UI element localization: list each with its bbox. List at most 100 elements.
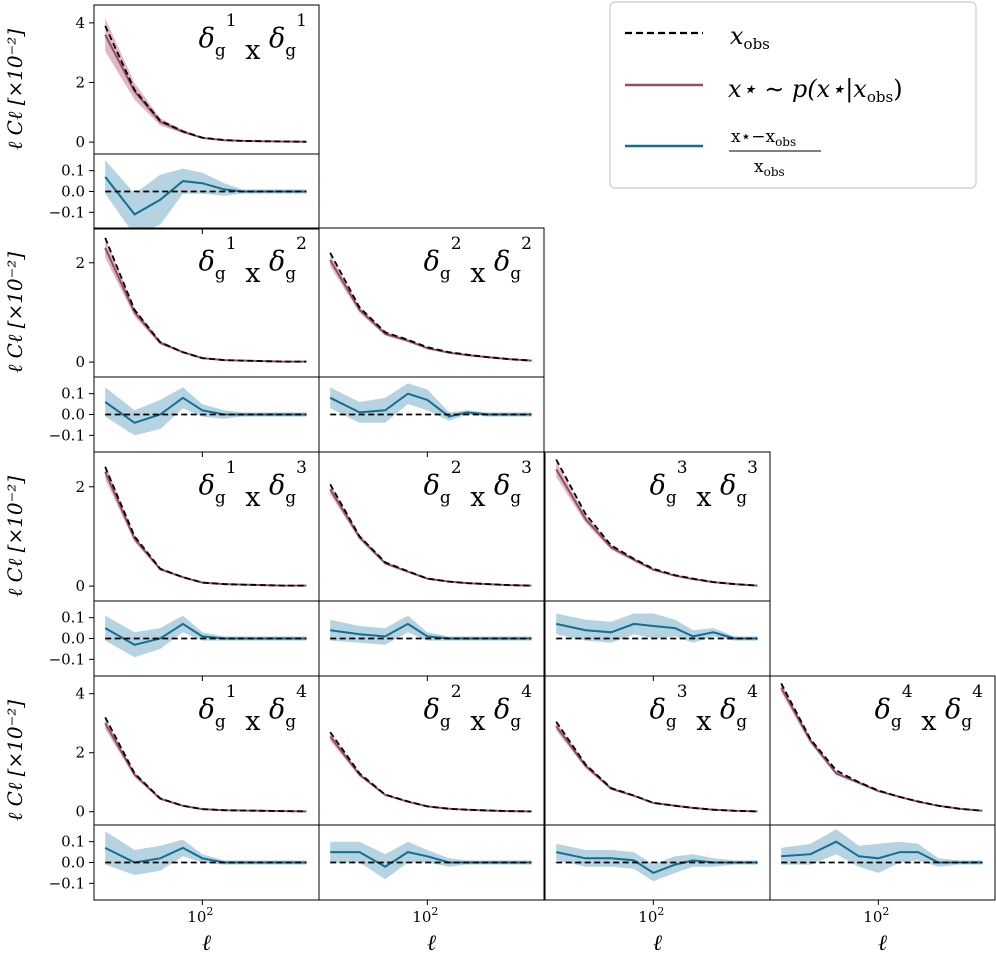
- ratio-frame: [769, 824, 996, 901]
- panel-3-4-spectrum-plot: [555, 721, 758, 813]
- panel-3-3-ratio-plot: [555, 613, 758, 643]
- obs-line: [329, 252, 532, 362]
- ratio-line: [330, 622, 532, 640]
- ratio-band: [330, 841, 532, 880]
- ratio-line: [104, 176, 307, 216]
- panel-2-2: δg2 x δg2: [318, 227, 545, 457]
- panel-1-2: δg1 x δg2 0 2 0.1 0.0 −0.1 ℓ Cℓ [×10⁻²]: [3, 227, 320, 457]
- ratio-band: [556, 613, 758, 643]
- panel-2-3-spectrum-plot: [329, 483, 532, 587]
- obs-line: [104, 466, 307, 587]
- y-tick-label: 2: [75, 73, 85, 91]
- obs-line: [780, 682, 983, 812]
- x-axis-label: ℓ: [878, 931, 888, 956]
- ratio-band: [105, 831, 307, 875]
- ratio-band: [330, 615, 532, 645]
- y-tick-label: 4: [75, 685, 85, 703]
- ratio-line: [104, 396, 307, 424]
- legend-obs-label: xobs: [730, 22, 770, 53]
- y-axis-label: ℓ Cℓ [×10⁻²]: [3, 476, 27, 597]
- obs-line: [555, 721, 758, 813]
- ratio-tick-label: −0.1: [49, 650, 85, 668]
- obs-line: [104, 237, 307, 363]
- ratio-line: [555, 851, 758, 875]
- ratio-tick-label: 0.1: [61, 833, 85, 851]
- y-tick-label: 0: [75, 577, 85, 595]
- ratio-tick-label: 0.1: [61, 609, 85, 627]
- sample-band: [105, 717, 307, 812]
- ratio-tick-label: 0.1: [61, 385, 85, 403]
- y-tick-label: 2: [75, 254, 85, 272]
- ratio-band: [556, 843, 758, 882]
- panel-2-3: δg2 x δg3: [318, 451, 545, 681]
- panel-1-1: δg1 x δg1 0 2 4 0.1 0.0 −0.1 ℓ Cℓ [×10⁻²]: [3, 4, 320, 234]
- ratio-line: [329, 392, 532, 418]
- panel-1-1-spectrum-plot: [104, 18, 307, 143]
- panel-4-4-spectrum-plot: [780, 682, 983, 812]
- panel-4-4: δg4 x δg4 102 ℓ: [769, 675, 996, 956]
- panel-2-4-spectrum-plot: [329, 731, 532, 813]
- panel-3-4-ratio-plot: [555, 843, 758, 882]
- y-axis-label: ℓ Cℓ [×10⁻²]: [3, 700, 27, 821]
- ratio-tick-label: 0.0: [61, 854, 85, 872]
- panel-2-4-ratio-plot: [330, 841, 532, 880]
- y-tick-label: 2: [75, 744, 85, 762]
- y-tick-label: 0: [75, 133, 85, 151]
- ratio-tick-label: −0.1: [49, 203, 85, 221]
- panel-title: δg3 x δg3: [650, 458, 758, 513]
- ratio-line: [330, 851, 532, 868]
- sample-line: [104, 722, 307, 813]
- panel-3-3: δg3 x δg3: [544, 451, 771, 681]
- panel-2-4: δg2 x δg4 102 ℓ: [318, 675, 545, 956]
- sample-band: [330, 732, 532, 812]
- panel-1-1-ratio-plot: [104, 160, 307, 229]
- ratio-tick-label: 0.0: [61, 406, 85, 424]
- panel-3-3-spectrum-plot: [555, 459, 758, 587]
- panel-title: δg1 x δg4: [199, 682, 307, 737]
- panel-title: δg2 x δg2: [424, 234, 532, 289]
- ratio-tick-label: 0.1: [61, 162, 85, 180]
- panel-1-4-spectrum-plot: [104, 716, 307, 813]
- legend-ratio-denominator: xobs: [754, 157, 785, 179]
- panel-2-2-ratio-plot: [329, 383, 532, 423]
- ratio-tick-label: −0.1: [49, 426, 85, 444]
- y-tick-label: 0: [75, 803, 85, 821]
- panel-1-3-spectrum-plot: [104, 464, 307, 587]
- ratio-tick-label: −0.1: [49, 874, 85, 892]
- ratio-band: [781, 829, 983, 873]
- panel-1-4: δg1 x δg4 0 2 4 0.1 0.0 −0.1 ℓ Cℓ [×10⁻²] 102 ℓ: [3, 675, 320, 956]
- obs-line: [329, 483, 532, 587]
- panel-2-3-ratio-plot: [330, 615, 532, 645]
- x-tick-label: 102: [187, 905, 213, 926]
- legend-sample-label: x⋆ ∼ p(x⋆|xobs): [728, 75, 903, 106]
- y-axis-label: ℓ Cℓ [×10⁻²]: [3, 252, 27, 373]
- panel-2-2-spectrum-plot: [329, 252, 532, 362]
- panel-1-3: δg1 x δg3 0 2 0.1 0.0 −0.1 ℓ Cℓ [×10⁻²]: [3, 451, 320, 681]
- panel-title: δg4 x δg4: [875, 682, 983, 737]
- panel-4-4-ratio-plot: [781, 829, 983, 873]
- panel-title: δg2 x δg3: [424, 458, 532, 513]
- ratio-frame: [318, 824, 545, 901]
- panel-title: δg1 x δg2: [199, 234, 307, 289]
- x-axis-label: ℓ: [653, 931, 663, 956]
- obs-line: [555, 459, 758, 587]
- obs-line: [104, 25, 307, 143]
- ratio-band: [105, 160, 307, 229]
- legend-ratio-numerator: x⋆−xobs: [731, 127, 796, 149]
- ratio-line: [104, 622, 307, 646]
- obs-line: [329, 731, 532, 813]
- legend-frame: [609, 1, 977, 189]
- x-tick-label: 102: [638, 905, 664, 926]
- panel-title: δg1 x δg1: [199, 11, 307, 66]
- ratio-tick-label: 0.0: [61, 183, 85, 201]
- ratio-line: [104, 846, 307, 864]
- panel-3-4: δg3 x δg4 102 ℓ: [544, 675, 771, 956]
- panel-1-3-ratio-plot: [104, 615, 307, 658]
- x-axis-label: ℓ: [202, 931, 212, 956]
- panel-title: δg2 x δg4: [424, 682, 532, 737]
- panel-1-2-spectrum-plot: [104, 237, 307, 363]
- panel-title: δg3 x δg4: [650, 682, 758, 737]
- legend: xobs x⋆ ∼ p(x⋆|xobs) x⋆−xobs xobs: [609, 1, 977, 189]
